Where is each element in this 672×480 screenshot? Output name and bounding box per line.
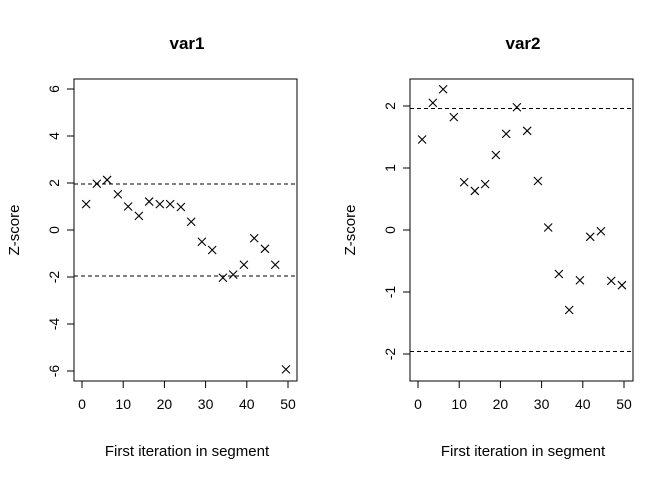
y-tick-label: -2: [46, 271, 62, 284]
data-points: [81, 175, 291, 374]
data-point: [176, 202, 186, 212]
data-point: [197, 237, 207, 247]
data-point: [449, 112, 459, 122]
data-point: [113, 189, 123, 199]
y-tick-label: -4: [46, 318, 62, 331]
data-point: [533, 176, 543, 186]
reference-lines: [410, 107, 633, 353]
plot-box: [73, 78, 298, 382]
data-point: [470, 186, 480, 196]
data-point: [501, 129, 511, 139]
data-point: [144, 197, 154, 206]
x-tick-label: 50: [280, 396, 296, 412]
y-tick-label: 1: [382, 164, 398, 172]
y-axis-label: Z-score: [342, 205, 359, 256]
data-point: [522, 126, 532, 136]
y-tick-label: -1: [382, 286, 398, 299]
y-tick-label: 2: [46, 179, 62, 187]
data-point: [218, 273, 228, 283]
chart-title: var2: [506, 34, 541, 53]
panel-var1: var1 First iteration in segment Z-score …: [6, 34, 298, 460]
reference-lines: [74, 183, 297, 277]
data-point: [480, 179, 490, 189]
data-point: [438, 84, 448, 94]
data-point: [596, 226, 606, 236]
panel-var2: var2 First iteration in segment Z-score …: [342, 34, 634, 460]
data-point: [417, 135, 427, 144]
data-point: [564, 305, 574, 315]
data-point: [543, 223, 553, 232]
data-point: [606, 276, 616, 286]
y-ticks: -2 -1 0 1 2: [382, 102, 411, 361]
y-tick-label: 0: [46, 226, 62, 234]
data-point: [123, 202, 133, 211]
data-point: [459, 177, 469, 187]
data-point: [281, 364, 291, 374]
data-point: [249, 233, 259, 243]
data-point: [239, 260, 249, 270]
data-point: [428, 98, 438, 108]
data-point: [165, 199, 175, 209]
data-point: [228, 270, 238, 280]
x-ticks: 0 10 20 30 40 50: [78, 380, 296, 412]
data-point: [575, 275, 585, 285]
x-tick-label: 50: [616, 396, 632, 412]
x-tick-label: 40: [239, 396, 255, 412]
y-tick-label: 4: [46, 132, 62, 140]
y-axis-label: Z-score: [6, 205, 23, 256]
x-tick-label: 30: [534, 396, 550, 412]
x-tick-label: 0: [78, 396, 86, 412]
y-tick-label: 6: [46, 85, 62, 93]
data-point: [207, 245, 217, 255]
data-point: [134, 211, 144, 221]
data-point: [554, 269, 564, 279]
data-point: [491, 150, 501, 160]
chart-title: var1: [170, 34, 205, 53]
data-point: [260, 244, 270, 254]
x-axis-label: First iteration in segment: [105, 443, 270, 460]
x-tick-label: 20: [157, 396, 173, 412]
data-point: [102, 175, 112, 185]
data-point: [270, 260, 280, 270]
data-point: [81, 199, 91, 209]
data-point: [617, 280, 627, 290]
data-point: [92, 179, 102, 189]
y-tick-label: 2: [382, 102, 398, 110]
data-point: [512, 102, 522, 112]
y-tick-label: -6: [46, 365, 62, 378]
x-ticks: 0 10 20 30 40 50: [414, 380, 632, 412]
x-tick-label: 0: [414, 396, 422, 412]
x-tick-label: 30: [198, 396, 214, 412]
x-tick-label: 20: [493, 396, 509, 412]
x-tick-label: 10: [115, 396, 131, 412]
data-point: [186, 217, 196, 227]
y-tick-label: 0: [382, 226, 398, 234]
data-point: [585, 232, 595, 242]
y-tick-label: -2: [382, 348, 398, 361]
x-axis-label: First iteration in segment: [441, 443, 606, 460]
data-point: [155, 199, 165, 209]
x-tick-label: 40: [575, 396, 591, 412]
data-points: [417, 84, 627, 315]
y-ticks: -6 -4 -2 0 2 4 6: [46, 85, 75, 378]
x-tick-label: 10: [451, 396, 467, 412]
